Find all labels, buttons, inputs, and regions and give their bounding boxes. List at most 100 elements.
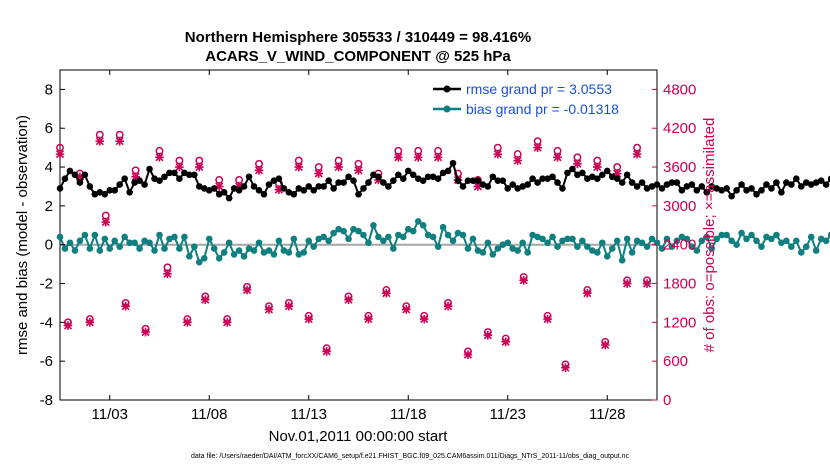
rmse-point (703, 188, 711, 196)
obs-assimilated-point (234, 182, 244, 191)
bias-point (220, 249, 228, 256)
bias-point (290, 235, 298, 243)
x-tick-label: 11/18 (390, 406, 426, 423)
legend-rmse-marker (443, 85, 451, 93)
rmse-point (76, 179, 84, 186)
obs-assimilated-point (632, 149, 642, 159)
bias-point (360, 231, 367, 239)
rmse-point (365, 179, 372, 186)
bias-point (469, 235, 477, 243)
bias-point (509, 245, 517, 252)
rmse-point (330, 185, 337, 192)
bias-point (81, 231, 89, 239)
bias-point (569, 235, 576, 243)
rmse-point (623, 171, 631, 179)
y-right-tick-label: 3600 (663, 159, 696, 176)
rmse-point (464, 177, 472, 184)
rmse-point (489, 173, 497, 181)
rmse-point (753, 190, 760, 198)
rmse-point (579, 169, 586, 177)
rmse-point (340, 179, 347, 186)
bias-point (280, 247, 288, 254)
rmse-point (797, 183, 805, 190)
chart-subtitle: ACARS_V_WIND_COMPONENT @ 525 hPa (205, 48, 511, 65)
rmse-point (409, 171, 417, 179)
obs-assimilated-point (163, 269, 172, 279)
bias-point (514, 247, 521, 254)
bias-point (723, 231, 730, 239)
rmse-point (71, 171, 79, 179)
bias-point (310, 243, 318, 250)
bias-point (340, 227, 347, 235)
bias-point (91, 231, 99, 239)
rmse-point (300, 187, 308, 194)
bias-point (474, 247, 482, 254)
bias-point (365, 239, 372, 247)
rmse-point (668, 179, 676, 186)
rmse-point (186, 171, 193, 179)
rmse-point (807, 181, 815, 188)
obs-assimilated-point (622, 279, 632, 288)
bias-point (658, 245, 666, 252)
rmse-point (205, 187, 213, 194)
rmse-point (220, 188, 228, 196)
bias-point (623, 235, 631, 243)
rmse-point (628, 179, 636, 186)
rmse-point (295, 185, 303, 192)
bias-point (245, 245, 253, 252)
bias-point (96, 247, 104, 254)
bias-point (643, 243, 651, 250)
bias-point (176, 245, 183, 252)
obs-assimilated-point (533, 143, 542, 152)
bias-point (434, 243, 442, 250)
bias-point (454, 229, 462, 237)
obs-assimilated-point (463, 350, 473, 360)
rmse-point (414, 175, 422, 183)
legend: rmse grand pr = 3.0553 bias grand pr = -… (433, 81, 619, 117)
bias-point (594, 249, 601, 256)
y-tick-label: -2 (40, 276, 53, 293)
rmse-point (713, 185, 720, 192)
bias-point (265, 247, 273, 254)
rmse-point (504, 185, 512, 192)
rmse-point (574, 171, 581, 179)
obs-assimilated-point (334, 162, 343, 172)
rmse-point (653, 181, 661, 188)
bias-point (584, 243, 591, 250)
rmse-point (439, 169, 447, 177)
obs-assimilated-point (115, 136, 124, 146)
obs-assimilated-point (612, 169, 622, 178)
bias-point (205, 235, 213, 243)
rmse-point (549, 173, 556, 181)
bias-point (350, 225, 357, 233)
rmse-point (454, 177, 462, 184)
rmse-point (608, 173, 616, 181)
rmse-point (598, 171, 606, 179)
rmse-point (245, 173, 253, 181)
bias-point (574, 243, 581, 250)
rmse-point (663, 181, 671, 188)
rmse-point (161, 173, 168, 181)
rmse-point (260, 190, 268, 198)
rmse-point (484, 183, 492, 190)
y-right-tick-label: 1800 (663, 276, 696, 293)
bias-point (106, 245, 114, 252)
bias-point (414, 218, 422, 225)
bias-point (807, 233, 815, 241)
rmse-point (151, 175, 158, 183)
rmse-point (648, 183, 656, 190)
bias-point (802, 243, 810, 250)
bias-point (235, 247, 243, 254)
bias-point (330, 229, 337, 237)
bias-point (444, 231, 452, 239)
bias-point (390, 245, 397, 252)
rmse-point (270, 177, 278, 184)
y-right-tick-label: 4800 (663, 81, 696, 98)
bias-point (355, 227, 362, 235)
rmse-point (534, 179, 541, 186)
x-tick-label: 11/13 (291, 406, 327, 423)
rmse-point (778, 188, 785, 196)
obs-assimilated-point (222, 318, 232, 327)
y-right-tick-label: 1200 (663, 314, 696, 331)
rmse-point (419, 177, 427, 184)
